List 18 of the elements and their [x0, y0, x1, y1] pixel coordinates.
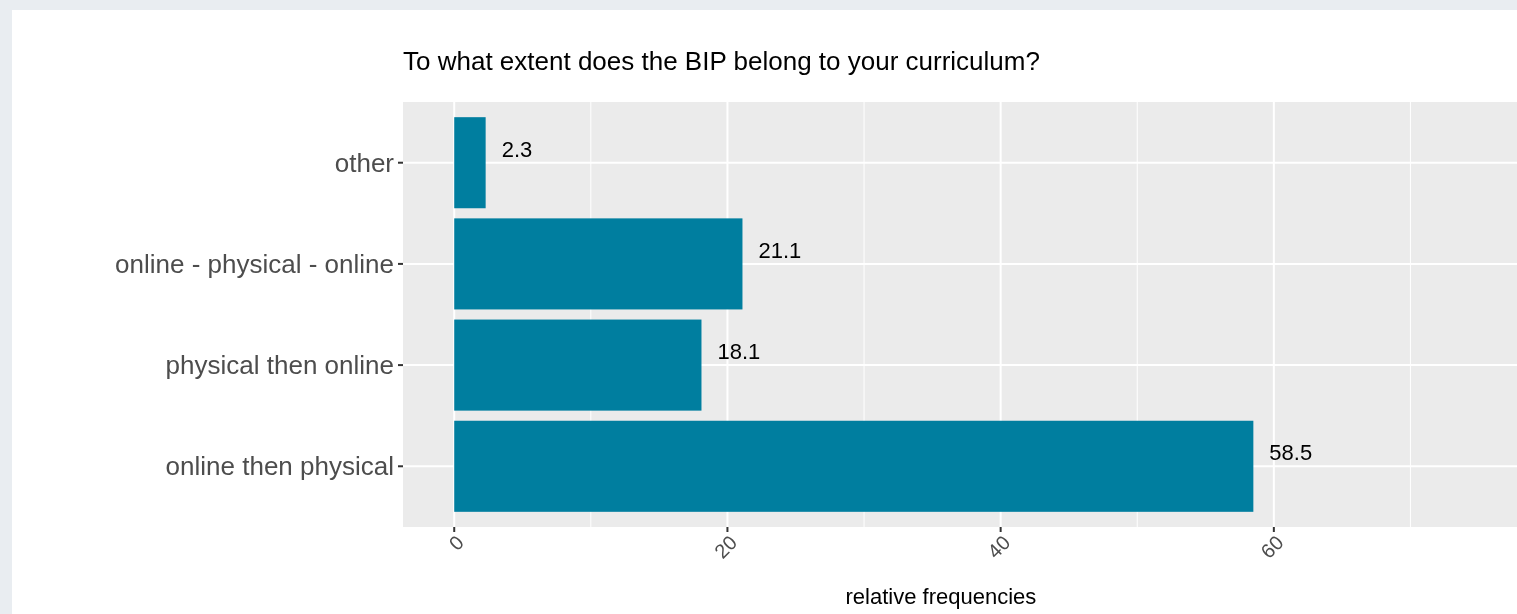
x-tick-label: 20 [709, 531, 742, 563]
bar [454, 420, 1254, 512]
data-label: 21.1 [758, 237, 802, 263]
x-tick-label: 0 [444, 531, 468, 555]
bar [454, 319, 702, 411]
data-label: 58.5 [1269, 440, 1313, 466]
x-tick-label: 40 [983, 531, 1015, 563]
chart-title: To what extent does the BIP belong to your curriculum? [403, 46, 1040, 76]
x-tick-label: 60 [1256, 531, 1288, 563]
bar [454, 117, 486, 209]
bar [454, 218, 743, 310]
y-tick-label: other [334, 147, 395, 178]
y-tick-label: online - physical - online [115, 249, 394, 279]
y-tick-label: online then physical [165, 451, 394, 482]
data-label: 2.3 [501, 136, 533, 162]
y-tick-label: physical then online [165, 350, 394, 381]
x-axis-title: relative frequencies [845, 584, 1037, 609]
data-label: 18.1 [717, 339, 761, 365]
